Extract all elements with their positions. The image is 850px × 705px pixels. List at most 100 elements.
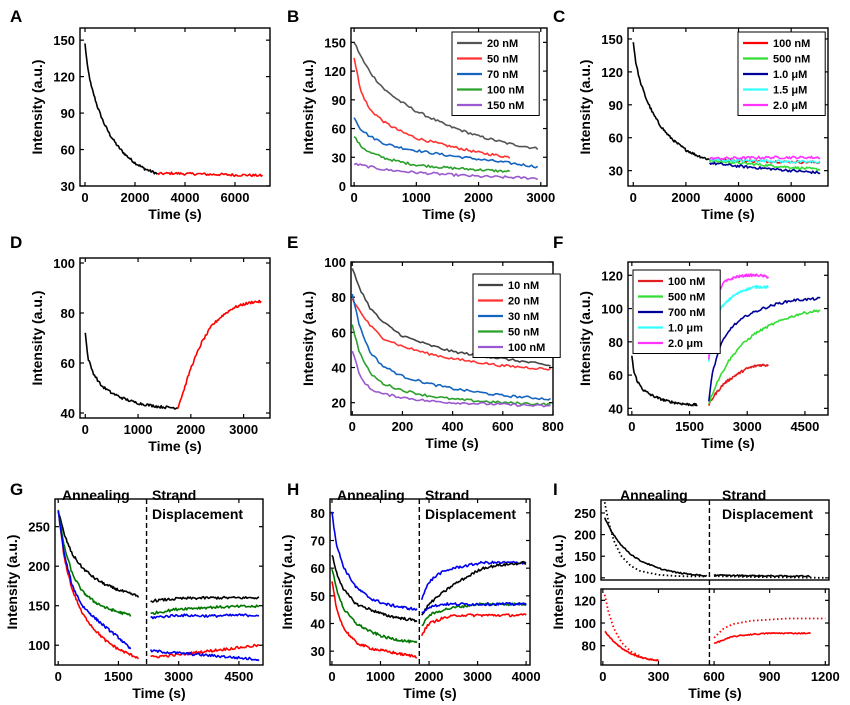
x-tick-label: 0 — [599, 669, 606, 684]
y-axis-label: Intensity (a.u.) — [577, 60, 593, 155]
annotation: Annealing — [62, 487, 130, 503]
series-line — [708, 309, 821, 405]
series-line — [176, 299, 262, 410]
y-tick-label: 60 — [332, 122, 346, 137]
y-tick-label: 30 — [311, 644, 325, 659]
panel-letter: A — [10, 7, 22, 26]
x-tick-label: 800 — [542, 419, 564, 434]
panel-b: 0 30 60 90 120 150 0 1000 2000 3000 Time (s) Intens… — [287, 7, 555, 222]
plot-frame — [79, 257, 271, 419]
legend-label: 30 nM — [508, 311, 539, 323]
y-tick-label: 80 — [61, 306, 75, 321]
series-line — [631, 355, 698, 407]
legend-label: 100 nM — [487, 85, 524, 97]
y-tick-label: 250 — [28, 520, 50, 535]
y-tick-label: 80 — [609, 335, 623, 350]
series-line — [420, 613, 527, 637]
series-line — [150, 595, 260, 603]
y-axis-label: Intensity (a.u.) — [550, 535, 566, 630]
plot-frame — [627, 261, 829, 416]
y-axis-label: Intensity (a.u.) — [577, 291, 593, 386]
legend-label: 150 nM — [487, 100, 524, 112]
x-axis-label: Time (s) — [148, 206, 201, 222]
annotation: Displacement — [722, 506, 813, 522]
y-tick-label: 80 — [332, 290, 346, 305]
series-line — [708, 296, 821, 402]
legend-label: 100 nM — [508, 342, 545, 354]
series-line — [150, 613, 260, 620]
x-tick-label: 3000 — [164, 669, 193, 684]
y-axis-label: Intensity (a.u.) — [300, 291, 316, 386]
y-tick-label: 90 — [609, 98, 623, 113]
x-tick-label: 0 — [81, 190, 88, 205]
y-tick-label: 70 — [311, 534, 325, 549]
x-axis-label: Time (s) — [701, 206, 754, 222]
series-line — [84, 43, 159, 175]
series-line — [603, 517, 708, 577]
y-tick-label: 50 — [311, 589, 325, 604]
y-tick-label: 40 — [311, 617, 325, 632]
y-tick-label: 150 — [601, 32, 623, 47]
y-tick-label: 100 — [574, 616, 596, 631]
y-tick-label: 150 — [53, 33, 75, 48]
legend-label: 500 nM — [773, 54, 810, 66]
y-tick-label: 60 — [311, 561, 325, 576]
x-tick-label: 4500 — [790, 419, 819, 434]
panel-i-top: 100 150 200 250 Intensity (a.u.) I Annealing St… — [550, 480, 830, 665]
x-tick-label: 6000 — [221, 190, 250, 205]
x-tick-label: 6000 — [777, 190, 806, 205]
y-tick-label: 120 — [601, 65, 623, 80]
annotation: Strand — [722, 487, 766, 503]
series-line — [420, 560, 527, 601]
legend-label: 1.5 μM — [773, 85, 807, 97]
plot-frame — [600, 499, 830, 581]
legend-label: 20 nM — [487, 38, 518, 50]
panel-f: 40 60 80 100 120 0 1500 3000 4500 Time (s) Intensi… — [553, 233, 829, 451]
annotation: Displacement — [152, 506, 243, 522]
y-tick-label: 150 — [324, 35, 346, 50]
series-line — [713, 617, 826, 639]
x-tick-label: 600 — [703, 669, 725, 684]
series-line — [353, 57, 511, 159]
series-line — [351, 324, 551, 406]
x-tick-label: 1500 — [104, 669, 133, 684]
y-tick-label: 150 — [574, 549, 596, 564]
series-line — [157, 171, 264, 178]
series-line — [150, 643, 260, 659]
plot-frame — [600, 588, 830, 666]
series-line — [714, 575, 826, 579]
panel-g: 100 150 200 250 0 1500 3000 4500 Time (s) Intensi… — [4, 480, 264, 701]
y-axis-label: Intensity (a.u.) — [279, 535, 295, 630]
series-line — [603, 594, 641, 657]
y-tick-label: 60 — [609, 368, 623, 383]
y-tick-label: 60 — [332, 325, 346, 340]
panel-e: 20 40 60 80 100 0 200 400 600 800 Time (s) Intensit… — [287, 233, 564, 451]
y-tick-label: 120 — [324, 64, 346, 79]
y-tick-label: 30 — [609, 164, 623, 179]
y-tick-label: 90 — [332, 93, 346, 108]
x-tick-label: 200 — [392, 419, 414, 434]
series-line — [353, 136, 511, 173]
y-tick-label: 0 — [339, 179, 346, 194]
panel-letter: H — [287, 480, 299, 499]
series-line — [603, 502, 707, 578]
annotation: Annealing — [620, 487, 688, 503]
x-tick-label: 3000 — [229, 422, 258, 437]
x-tick-label: 0 — [630, 190, 637, 205]
series-line — [57, 510, 140, 598]
y-tick-label: 100 — [28, 638, 50, 653]
y-tick-label: 150 — [28, 599, 50, 614]
y-tick-label: 200 — [574, 528, 596, 543]
x-tick-label: 900 — [759, 669, 781, 684]
y-axis-label: Intensity (a.u.) — [300, 60, 316, 155]
series-line — [57, 509, 140, 660]
series-line — [713, 574, 811, 578]
y-tick-label: 200 — [28, 559, 50, 574]
series-line — [57, 510, 132, 650]
legend-label: 700 nM — [668, 307, 705, 319]
x-tick-label: 2000 — [415, 669, 444, 684]
series-line — [84, 332, 178, 410]
annotation: Displacement — [425, 506, 516, 522]
x-tick-label: 0 — [350, 190, 357, 205]
